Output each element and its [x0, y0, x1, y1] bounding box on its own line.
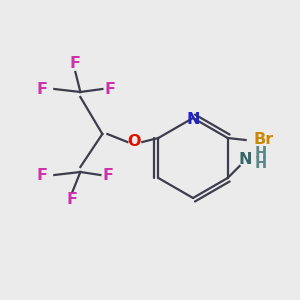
Text: O: O — [128, 134, 141, 149]
Text: F: F — [70, 56, 81, 71]
Text: F: F — [105, 82, 116, 97]
Text: F: F — [37, 167, 48, 182]
Text: F: F — [67, 193, 78, 208]
Text: F: F — [37, 82, 48, 97]
Text: H: H — [255, 146, 267, 160]
Text: Br: Br — [254, 133, 274, 148]
Text: H: H — [255, 157, 267, 172]
Text: F: F — [103, 167, 114, 182]
Text: N: N — [186, 112, 200, 128]
Text: N: N — [239, 152, 252, 167]
